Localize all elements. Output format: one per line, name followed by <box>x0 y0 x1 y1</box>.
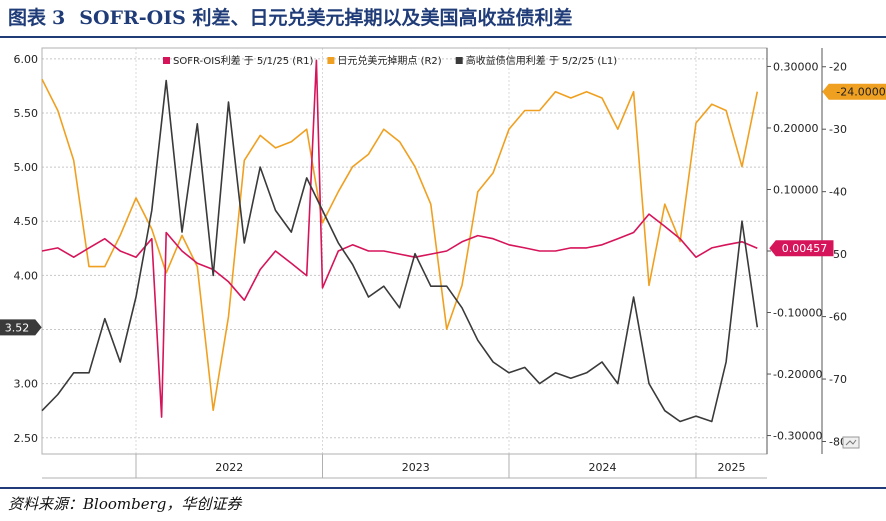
right-inner-axis-tick-label: 0.20000 <box>773 122 819 135</box>
right-outer-axis-tick-label: -30 <box>829 123 847 136</box>
figure-title: 图表 3 SOFR-OIS 利差、日元兑美元掉期以及美国高收益债利差 <box>8 2 572 34</box>
right-outer-axis-tick-label: -20 <box>829 61 847 74</box>
legend-swatch-2 <box>455 57 463 64</box>
right-inner-axis-tick-label: 0.10000 <box>773 183 819 196</box>
series-line-0 <box>41 59 758 418</box>
series-line-1 <box>41 78 759 412</box>
right-outer-axis-tick-label: -70 <box>829 373 847 386</box>
value-tag-2: 3.52 <box>0 319 42 336</box>
value-tag-shape-0 <box>769 240 834 257</box>
value-tag-shape-2 <box>0 319 42 336</box>
value-tag-label-2: 3.52 <box>5 321 30 334</box>
right-inner-axis-tick-label: -0.30000 <box>773 430 822 443</box>
legend-swatch-1 <box>327 57 335 64</box>
legend-swatch-0 <box>163 57 170 64</box>
source-rule <box>0 487 886 489</box>
left-axis-tick-label: 4.00 <box>14 269 39 282</box>
legend-label-0: SOFR-OIS利差 于 5/1/25 (R1) <box>173 54 314 67</box>
legend: SOFR-OIS利差 于 5/1/25 (R1) 日元兑美元掉期点 (R2) 高收益… <box>163 54 617 67</box>
left-axis-tick-label: 2.50 <box>14 432 39 445</box>
chart-background <box>0 40 886 485</box>
series-line-2 <box>41 79 759 423</box>
source-note: 资料来源：Bloomberg，华创证券 <box>8 495 242 513</box>
right-outer-axis-tick-label: -60 <box>829 311 847 324</box>
left-axis-tick-label: 6.00 <box>14 53 39 66</box>
left-axis-tick-label: 5.50 <box>14 107 39 120</box>
x-axis-tick-label: 2024 <box>588 461 616 474</box>
value-tag-0: 0.00457 <box>769 240 834 257</box>
series-lines <box>41 59 759 423</box>
right-inner-axis-tick-label: -0.20000 <box>773 368 822 381</box>
chart-area: 6.005.505.004.504.003.503.002.500.300000… <box>0 40 886 485</box>
right-outer-axis-tick-label: -80 <box>829 436 847 449</box>
right-inner-axis-tick-label: -0.10000 <box>773 307 822 320</box>
right-inner-axis-tick-label: 0.30000 <box>773 60 819 73</box>
legend-label-2: 高收益债信用利差 于 5/2/25 (L1) <box>466 54 618 67</box>
left-axis-tick-label: 4.50 <box>14 215 39 228</box>
value-tags: 0.00457 -24.0000 3.52 <box>0 83 886 336</box>
zoom-icon[interactable] <box>842 436 860 449</box>
right-outer-axis-tick-label: -40 <box>829 186 847 199</box>
value-tag-shape-1 <box>822 83 886 100</box>
value-tag-label-0: 0.00457 <box>782 242 828 255</box>
figure-label: 图表 <box>8 7 47 29</box>
title-rule <box>0 36 886 38</box>
figure-title-text: SOFR-OIS 利差、日元兑美元掉期以及美国高收益债利差 <box>79 7 573 29</box>
x-axis-tick-label: 2025 <box>717 461 745 474</box>
left-axis-tick-label: 5.00 <box>14 161 39 174</box>
value-tag-1: -24.0000 <box>822 83 886 100</box>
left-axis-tick-label: 3.00 <box>14 378 39 391</box>
legend-label-1: 日元兑美元掉期点 (R2) <box>337 54 441 67</box>
value-tag-label-1: -24.0000 <box>836 86 885 99</box>
x-axis-tick-label: 2023 <box>402 461 430 474</box>
x-axis-tick-label: 2022 <box>215 461 243 474</box>
figure-number: 3 <box>52 7 66 29</box>
